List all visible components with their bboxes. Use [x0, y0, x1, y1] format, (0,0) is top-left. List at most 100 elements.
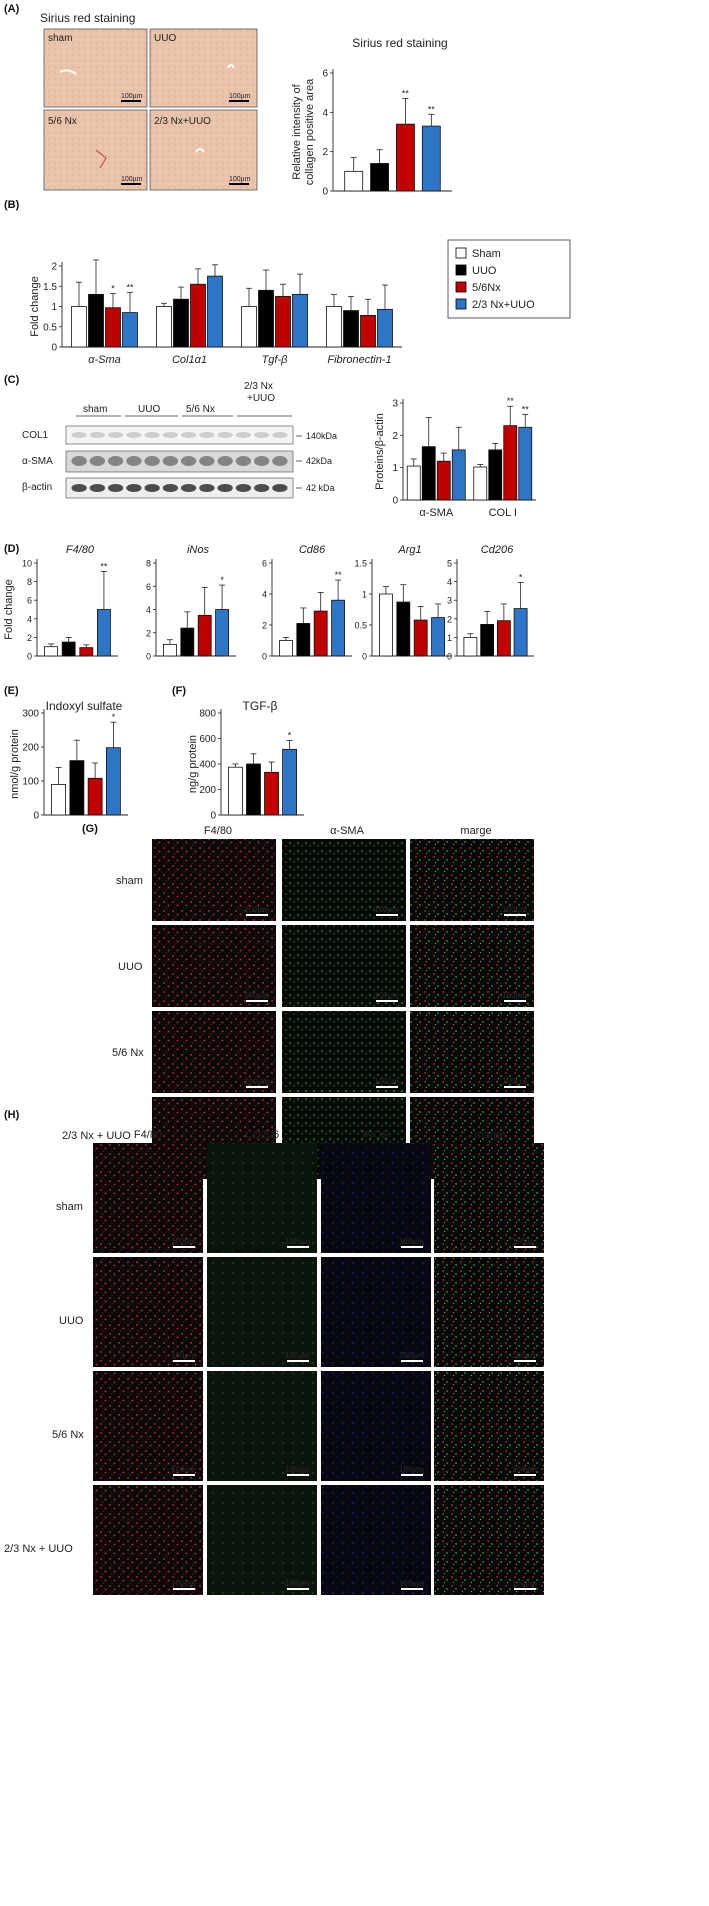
scale-bar-label: 100µm: [399, 1579, 424, 1588]
micrograph-h-3-1: [207, 1485, 317, 1595]
bar: [421, 446, 436, 501]
y-axis-label: ng/g protein: [187, 735, 199, 793]
y-tick-label: 2: [447, 614, 452, 624]
y-tick-label: 0.5: [43, 322, 57, 333]
micrograph-h-0-2: [321, 1143, 431, 1253]
micrograph-g-0-0: [152, 839, 276, 921]
blot-band: [162, 432, 179, 438]
h-col-header-cd206: CD206: [245, 1129, 279, 1141]
bar: [343, 310, 359, 348]
y-tick-label: 6: [322, 69, 328, 80]
scale-bar-label: 100µm: [374, 905, 399, 914]
chart-blot-quant: 0 1 2 3 Proteins/β-actin α-SMA ** ** COL I: [374, 396, 536, 519]
blot-band: [235, 432, 252, 438]
micrograph-h-1-3: [434, 1257, 544, 1367]
chart-title: Indoxyl sulfate: [46, 699, 123, 713]
y-tick-label: 8: [146, 559, 151, 569]
chart-arg1: 0 0.5 1 1.5 Arg1: [354, 544, 452, 662]
blot-row-label-asma: α-SMA: [22, 456, 53, 467]
y-tick-label: 0: [27, 652, 32, 662]
scale-bar-label: 100µm: [285, 1579, 310, 1588]
significance-label: **: [335, 570, 343, 580]
blot-band: [144, 456, 160, 466]
micrograph-h-3-3: [434, 1485, 544, 1595]
scale-bar-label: 100µm: [121, 176, 143, 183]
micrograph-h-2-1: [207, 1371, 317, 1481]
y-tick-label: 100: [22, 777, 39, 788]
y-tick-label: 0: [262, 652, 267, 662]
micrograph-g-2-1: [282, 1011, 406, 1093]
bar: [496, 620, 511, 657]
blot-row-label-bactin: β-actin: [22, 482, 52, 493]
blot-band: [107, 484, 124, 492]
blot-band: [71, 456, 87, 466]
chart-f480: 0 2 4 6 8 10 F4/80 Fold change **: [3, 544, 118, 662]
scale-bar-label: 100µm: [502, 905, 527, 914]
g-col-header-marge: marge: [460, 825, 491, 837]
bar: [480, 623, 495, 657]
chart-title: F4/80: [66, 544, 95, 556]
bar: [88, 293, 104, 348]
blot-band: [144, 484, 160, 492]
panel-label-d: (D): [4, 543, 20, 555]
significance-label: **: [402, 89, 410, 99]
legend-label-sham: Sham: [472, 248, 501, 260]
micrograph-g-2-2: [410, 1011, 534, 1093]
significance-label: *: [112, 712, 116, 722]
y-tick-label: 0: [146, 652, 151, 662]
bar: [413, 619, 428, 657]
bar: [264, 771, 279, 816]
blot-band: [217, 484, 233, 492]
panel-label-f: (F): [172, 685, 186, 697]
micrograph-g-1-1: [282, 925, 406, 1007]
bar: [51, 784, 67, 816]
micrograph-g-1-0: [152, 925, 276, 1007]
h-col-header-f480: F4/80: [134, 1129, 162, 1141]
blot-band: [180, 484, 197, 492]
blot-group-sham: sham: [83, 404, 107, 415]
panel-label-a: (A): [4, 3, 20, 15]
h-col-header-marge: marge: [474, 1129, 505, 1141]
h-row-label-sham: sham: [56, 1201, 83, 1213]
scale-bar-label: 100µm: [399, 1465, 424, 1474]
bar: [190, 283, 206, 348]
blot-band: [126, 456, 142, 466]
blot-band: [253, 456, 270, 466]
blot-band: [71, 484, 87, 492]
y-tick-label: 2: [27, 633, 32, 643]
chart-sirius-red: 0 2 4 6 Sirius red staining Relative intensit…: [291, 36, 452, 198]
bar: [503, 425, 518, 501]
panel-label-h: (H): [4, 1109, 20, 1121]
scale-bar-label: 100µm: [374, 1077, 399, 1086]
blot-band: [199, 432, 215, 438]
y-tick-label: 800: [199, 709, 216, 720]
y-tick-label: 4: [146, 605, 151, 615]
blot-band: [126, 432, 142, 438]
bar: [87, 777, 103, 816]
y-tick-label: 10: [22, 559, 32, 569]
g-col-header-f480: F4/80: [204, 825, 232, 837]
y-tick-label: 4: [322, 108, 328, 119]
blot-group-23nx-uuo: 2/3 Nx +UUO: [244, 381, 275, 404]
blot-band: [217, 456, 233, 466]
h-row-label-uuo: UUO: [59, 1315, 84, 1327]
y-tick-label: 1: [447, 633, 452, 643]
bar: [215, 609, 229, 657]
y-tick-label: 600: [199, 734, 216, 745]
bar: [360, 315, 376, 348]
y-tick-label: 4: [262, 590, 267, 600]
scale-bar-label: 100µm: [512, 1237, 537, 1246]
blot-band: [89, 484, 106, 492]
blot-band: [180, 456, 197, 466]
bar: [488, 449, 503, 501]
chart-inos: 0 2 4 6 8 iNos *: [146, 544, 236, 662]
scale-bar-label: 100µm: [512, 1351, 537, 1360]
scale-bar-label: 100µm: [244, 1077, 269, 1086]
bar: [296, 623, 311, 657]
micrograph-h-1-1: [207, 1257, 317, 1367]
scale-bar-label: 100µm: [374, 991, 399, 1000]
blot-band: [107, 432, 124, 438]
scale-bar-label: 100µm: [502, 991, 527, 1000]
g-row-label-56nx: 5/6 Nx: [112, 1047, 144, 1059]
